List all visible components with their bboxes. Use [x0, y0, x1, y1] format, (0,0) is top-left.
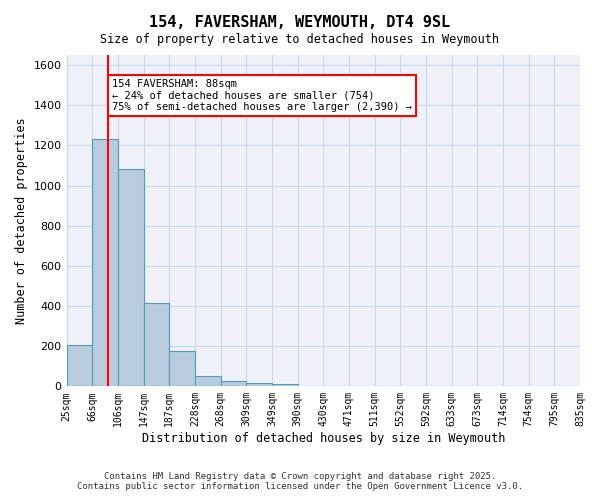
Text: Size of property relative to detached houses in Weymouth: Size of property relative to detached ho… — [101, 32, 499, 46]
Bar — [246, 384, 272, 386]
Bar — [118, 170, 143, 386]
Text: 154 FAVERSHAM: 88sqm
← 24% of detached houses are smaller (754)
75% of semi-deta: 154 FAVERSHAM: 88sqm ← 24% of detached h… — [112, 79, 412, 112]
Y-axis label: Number of detached properties: Number of detached properties — [15, 118, 28, 324]
Bar — [169, 351, 195, 386]
Bar — [67, 345, 92, 387]
Text: Contains HM Land Registry data © Crown copyright and database right 2025.
Contai: Contains HM Land Registry data © Crown c… — [77, 472, 523, 491]
Bar — [143, 303, 169, 386]
Bar — [195, 376, 221, 386]
Text: 154, FAVERSHAM, WEYMOUTH, DT4 9SL: 154, FAVERSHAM, WEYMOUTH, DT4 9SL — [149, 15, 451, 30]
X-axis label: Distribution of detached houses by size in Weymouth: Distribution of detached houses by size … — [142, 432, 505, 445]
Bar — [272, 384, 298, 386]
Bar — [92, 140, 118, 386]
Bar — [221, 382, 246, 386]
